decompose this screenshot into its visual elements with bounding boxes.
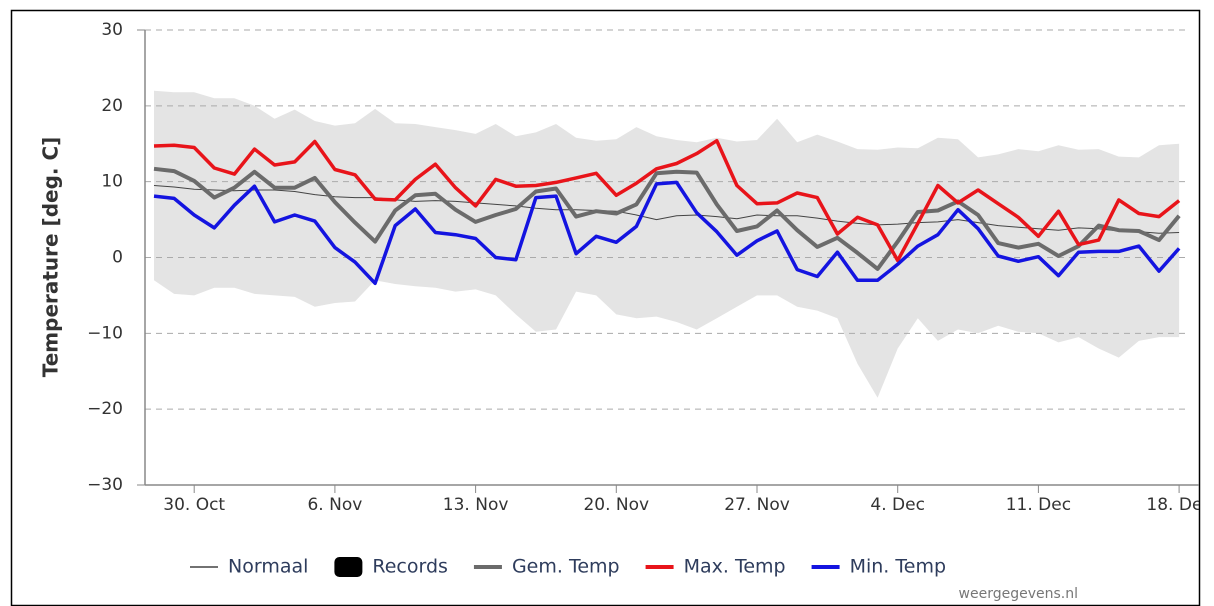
y-tick-label: −30 <box>87 475 123 495</box>
x-tick-label: 20. Nov <box>583 495 649 515</box>
y-tick-label: 0 <box>112 248 123 268</box>
x-tick-label: 27. Nov <box>724 495 790 515</box>
legend-label: Records <box>372 556 448 578</box>
legend-label: Min. Temp <box>850 556 946 578</box>
x-tick-label: 30. Oct <box>163 495 225 515</box>
legend-label: Max. Temp <box>684 556 786 578</box>
legend-label: Normaal <box>228 556 308 578</box>
x-tick-label: 4. Dec <box>870 495 925 515</box>
plot-area: 30. Oct 6. Nov 13. Nov 20. Nov 27. Nov 4. Dec… <box>137 29 1211 515</box>
y-tick-label: 30 <box>101 20 123 40</box>
y-tick-label: 20 <box>101 96 123 116</box>
line-4 <box>153 180 1181 286</box>
x-tick-label: 6. Nov <box>307 495 362 515</box>
y-tick-label: −10 <box>87 323 123 343</box>
line-2 <box>153 166 1181 271</box>
line-3 <box>153 138 1181 263</box>
y-tick-label: 10 <box>101 172 123 192</box>
records-band <box>154 90 1180 398</box>
y-tick-label: −20 <box>87 399 123 419</box>
y-axis-label: Temperature [deg. C] <box>39 137 63 378</box>
legend-label: Gem. Temp <box>512 556 620 578</box>
legend-swatch <box>334 557 363 577</box>
credit: weergegevens.nl <box>959 586 1078 602</box>
line-0 <box>153 185 1180 234</box>
x-tick-label: 11. Dec <box>1006 495 1071 515</box>
x-tick-label: 18. Dec <box>1146 495 1211 515</box>
x-tick-label: 13. Nov <box>443 495 509 515</box>
